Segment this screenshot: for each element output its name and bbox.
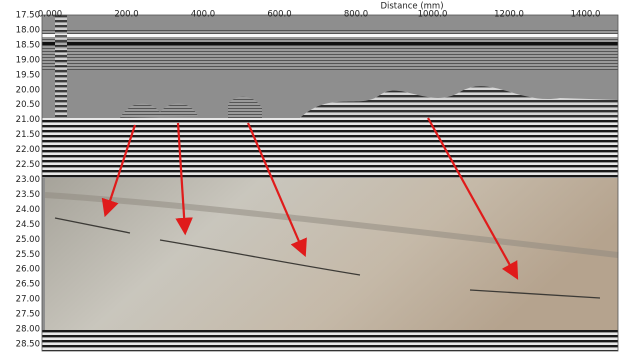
x-tick-label: 1000.0 xyxy=(418,10,448,20)
radar-band xyxy=(42,34,618,37)
y-tick-label: 26.50 xyxy=(16,280,40,290)
y-tick-label: 24.50 xyxy=(16,220,40,230)
x-tick-label: 800.0 xyxy=(344,10,368,20)
radar-band xyxy=(42,330,618,351)
y-tick-label: 28.50 xyxy=(16,340,40,350)
radargram-figure: Distance (mm) 0.000200.0400.0600.0800.01… xyxy=(0,0,622,352)
y-tick-label: 25.00 xyxy=(16,235,40,245)
y-tick-label: 23.50 xyxy=(16,190,40,200)
x-tick-label: 200.0 xyxy=(114,10,138,20)
y-tick-label: 18.50 xyxy=(16,40,40,50)
x-tick-label: 600.0 xyxy=(267,10,291,20)
page: Distance (mm) 0.000200.0400.0600.0800.01… xyxy=(0,0,622,352)
x-tick-label: 0.000 xyxy=(38,10,62,20)
y-tick-label: 21.50 xyxy=(16,130,40,140)
x-tick-label: 1400.0 xyxy=(571,10,601,20)
y-tick-label: 27.50 xyxy=(16,310,40,320)
y-tick-label: 20.50 xyxy=(16,100,40,110)
y-tick-label: 19.00 xyxy=(16,55,40,65)
y-tick-label: 28.00 xyxy=(16,325,40,335)
y-tick-label: 20.00 xyxy=(16,85,40,95)
y-tick-label: 24.00 xyxy=(16,205,40,215)
y-tick-label: 22.50 xyxy=(16,160,40,170)
y-tick-label: 26.00 xyxy=(16,265,40,275)
y-tick-label: 17.50 xyxy=(16,11,40,21)
radar-band xyxy=(55,15,67,178)
x-tick-label: 1200.0 xyxy=(494,10,524,20)
y-tick-label: 22.00 xyxy=(16,145,40,155)
radar-band xyxy=(42,42,618,45)
x-tick-label: 400.0 xyxy=(191,10,215,20)
y-tick-label: 25.50 xyxy=(16,250,40,260)
y-tick-label: 23.00 xyxy=(16,175,40,185)
y-tick-label: 27.00 xyxy=(16,295,40,305)
y-tick-label: 18.00 xyxy=(16,25,40,35)
y-tick-label: 19.50 xyxy=(16,70,40,80)
y-tick-label: 21.00 xyxy=(16,115,40,125)
